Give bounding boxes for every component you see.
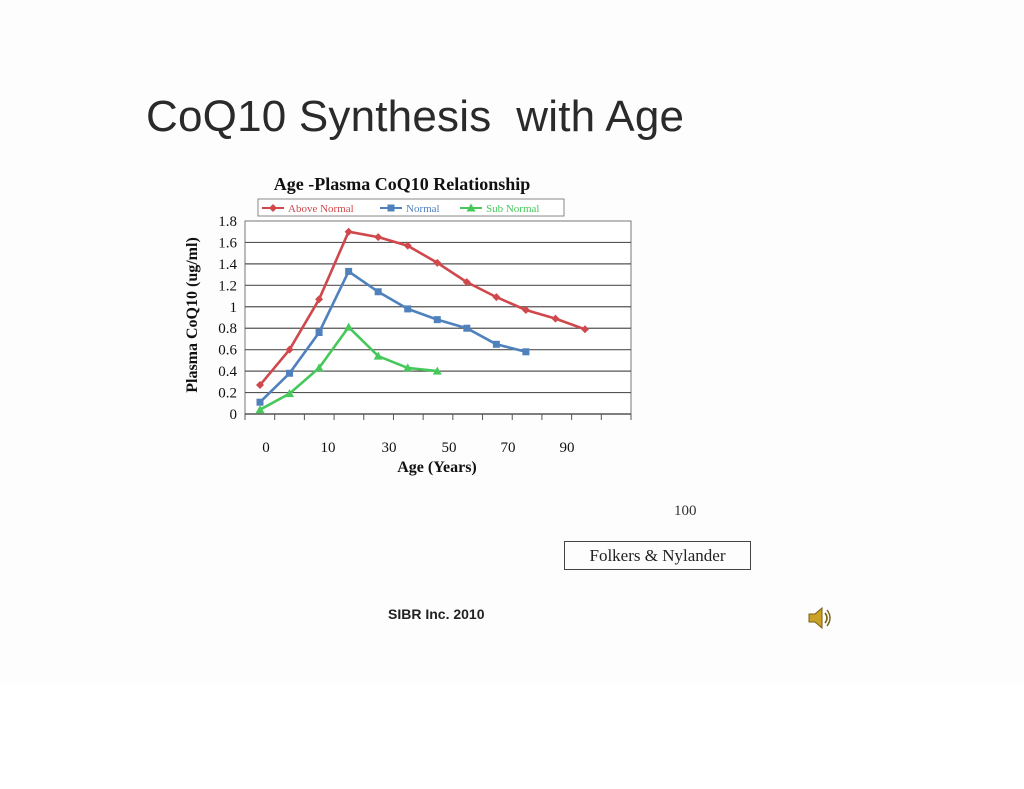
chart-title: Age -Plasma CoQ10 Relationship xyxy=(274,174,531,194)
y-tick-label: 0.4 xyxy=(218,364,237,380)
chart: Age -Plasma CoQ10 Relationship Above Nor… xyxy=(184,174,632,476)
data-point-triangle xyxy=(432,366,442,375)
y-tick-label: 1.6 xyxy=(218,235,237,251)
x-axis-ticks: 0 10 30 50 70 90 xyxy=(244,413,632,456)
data-point-triangle xyxy=(373,351,383,360)
y-tick-label: 1.8 xyxy=(218,214,237,230)
y-tick-label: 0 xyxy=(230,407,238,423)
data-point-diamond xyxy=(285,345,294,354)
y-axis-label: Plasma CoQ10 (ug/ml) xyxy=(184,237,201,393)
data-point-diamond xyxy=(344,227,353,236)
data-point-square xyxy=(433,316,441,324)
legend-label: Sub Normal xyxy=(486,203,539,215)
x-tick-label: 0 xyxy=(262,440,270,456)
data-point-diamond xyxy=(315,295,324,304)
series-normal xyxy=(256,267,530,406)
y-axis-ticks: 0 0.2 0.4 0.6 0.8 1 1.2 1.4 1.6 1.8 xyxy=(218,214,237,423)
series-layer xyxy=(255,227,589,414)
legend-box xyxy=(257,198,565,217)
data-point-square xyxy=(492,340,500,348)
legend-label: Normal xyxy=(406,203,440,215)
data-point-square xyxy=(374,288,382,296)
footer-text: SIBR Inc. 2010 xyxy=(388,606,485,622)
x-tick-label: 30 xyxy=(382,440,397,456)
y-tick-label: 0.6 xyxy=(218,343,237,359)
data-point-diamond xyxy=(256,381,264,390)
data-point-triangle xyxy=(466,203,476,212)
citation-box: Folkers & Nylander xyxy=(564,541,751,570)
data-point-square xyxy=(256,398,264,406)
data-point-square xyxy=(522,348,530,356)
series-sub-normal xyxy=(255,322,442,414)
data-point-square xyxy=(404,305,412,313)
y-tick-label: 0.8 xyxy=(218,321,237,337)
data-point-square xyxy=(345,267,353,275)
data-point-triangle xyxy=(255,405,265,414)
data-point-diamond xyxy=(462,278,471,287)
slide-title: CoQ10 Synthesis with Age xyxy=(146,92,685,141)
data-point-diamond xyxy=(521,305,530,314)
y-tick-label: 0.2 xyxy=(218,386,237,402)
data-point-diamond xyxy=(551,314,560,323)
data-point-square xyxy=(387,204,395,212)
data-point-triangle xyxy=(344,322,354,331)
data-point-diamond xyxy=(492,293,501,302)
data-point-square xyxy=(286,369,294,377)
y-tick-label: 1.4 xyxy=(218,257,237,273)
data-point-square xyxy=(315,329,323,337)
x-tick-label: 90 xyxy=(560,440,575,456)
data-point-diamond xyxy=(269,204,277,212)
data-point-diamond xyxy=(581,325,589,334)
data-point-triangle xyxy=(285,389,295,398)
data-point-diamond xyxy=(403,241,412,250)
x-tick-label: 50 xyxy=(442,440,457,456)
page-number: 100 xyxy=(674,503,697,519)
data-point-triangle xyxy=(403,363,413,372)
x-axis-label: Age (Years) xyxy=(397,459,477,476)
x-tick-label: 10 xyxy=(321,440,336,456)
data-point-diamond xyxy=(433,258,442,267)
legend-label: Above Normal xyxy=(288,203,354,215)
chart-legend: Above Normal Normal Sub Normal xyxy=(257,198,565,217)
x-tick-label: 70 xyxy=(501,440,516,456)
data-point-triangle xyxy=(314,363,324,372)
speaker-icon[interactable] xyxy=(806,605,834,631)
series-line xyxy=(259,230,586,386)
data-point-square xyxy=(463,324,471,332)
y-tick-label: 1 xyxy=(230,300,238,316)
series-above-normal xyxy=(256,227,589,390)
series-line xyxy=(259,270,527,404)
y-tick-label: 1.2 xyxy=(218,278,237,294)
data-point-diamond xyxy=(374,233,383,242)
